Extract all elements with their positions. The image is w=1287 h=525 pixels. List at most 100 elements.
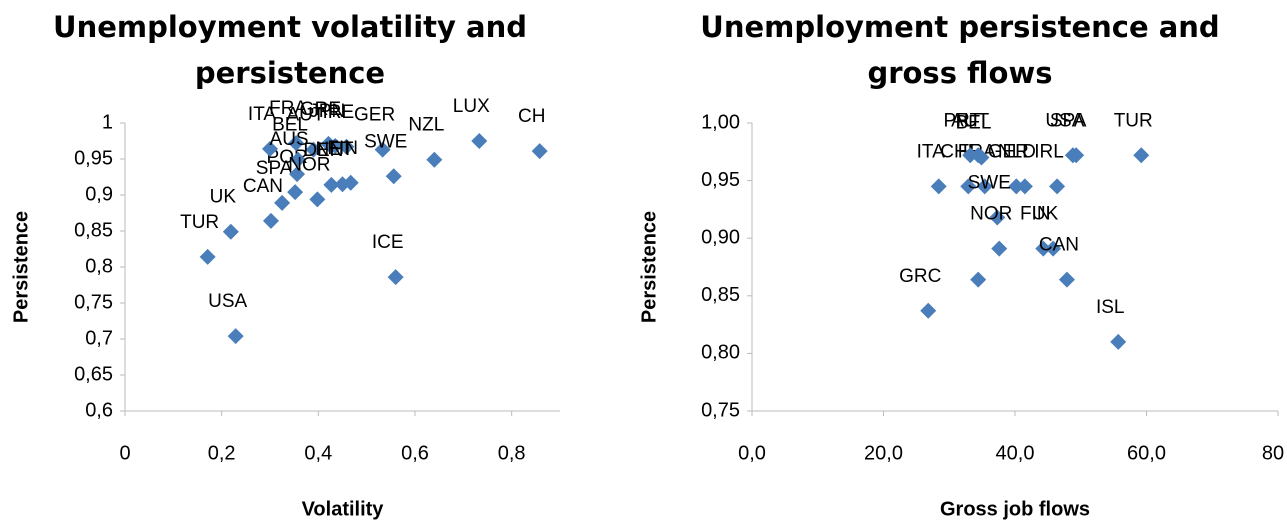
point-label: IRL bbox=[1034, 141, 1064, 162]
point-label: JPN bbox=[309, 101, 345, 122]
y-tick-label: 0,95 bbox=[74, 147, 113, 169]
y-tick-label: 0,75 bbox=[701, 399, 740, 421]
point bbox=[960, 178, 977, 195]
point bbox=[973, 149, 990, 166]
y-tick-label: 0,65 bbox=[74, 363, 113, 385]
point bbox=[327, 138, 344, 155]
point-label: IRE bbox=[323, 102, 355, 123]
y-axis-label: Persistence bbox=[10, 211, 32, 323]
point bbox=[290, 151, 307, 168]
x-axis-label: Volatility bbox=[302, 498, 385, 520]
point bbox=[1035, 240, 1052, 257]
point-label: UK bbox=[210, 187, 237, 208]
point bbox=[222, 223, 239, 240]
point bbox=[426, 151, 443, 168]
point bbox=[338, 138, 355, 155]
y-tick-label: 0,90 bbox=[701, 226, 740, 248]
point-label: LUX bbox=[453, 96, 490, 117]
x-tick-label: 60,0 bbox=[1127, 442, 1166, 464]
point bbox=[262, 140, 278, 157]
point-label: FIN bbox=[1020, 204, 1051, 225]
y-tick-label: 0,95 bbox=[701, 169, 740, 191]
x-tick-label: 0 bbox=[119, 442, 130, 464]
y-tick-label: 0,75 bbox=[74, 291, 113, 313]
y-tick-label: 0,8 bbox=[85, 255, 113, 277]
point bbox=[262, 212, 279, 229]
point bbox=[374, 141, 391, 158]
point bbox=[920, 302, 937, 319]
point-label: ITA bbox=[917, 141, 945, 162]
point bbox=[1049, 178, 1066, 195]
point bbox=[385, 168, 402, 185]
point bbox=[1068, 147, 1085, 164]
x-tick-label: 0,6 bbox=[401, 442, 429, 464]
point-label: UK bbox=[1032, 204, 1059, 225]
point bbox=[989, 209, 1006, 226]
point-label: CH bbox=[518, 106, 545, 127]
chart-title: Unemployment persistence and gross flows bbox=[700, 10, 1220, 90]
point bbox=[288, 135, 305, 152]
point bbox=[227, 328, 244, 345]
point bbox=[274, 194, 291, 211]
point bbox=[387, 269, 404, 286]
point-label: ICE bbox=[372, 232, 404, 253]
y-tick-label: 0,80 bbox=[701, 342, 740, 364]
y-tick-label: 0,85 bbox=[74, 219, 113, 241]
x-tick-label: 20,0 bbox=[864, 442, 903, 464]
x-axis-label: Gross job flows bbox=[940, 498, 1090, 520]
x-tick-label: 80 bbox=[1262, 442, 1284, 464]
x-tick-label: 0,0 bbox=[738, 442, 766, 464]
point-label: NOR bbox=[288, 154, 330, 175]
point-label: USA bbox=[208, 291, 247, 312]
y-axis-label: Persistence bbox=[638, 211, 660, 323]
point-label: BEL bbox=[272, 115, 308, 136]
point-label: TUR bbox=[180, 212, 219, 233]
point-label: AUT bbox=[951, 110, 989, 131]
point-label: GRC bbox=[899, 266, 941, 287]
y-tick-label: 0,85 bbox=[701, 284, 740, 306]
point-label: SWE bbox=[968, 172, 1011, 193]
y-tick-label: 1,00 bbox=[701, 111, 740, 133]
x-tick-label: 0,4 bbox=[304, 442, 332, 464]
point-label: AUT bbox=[287, 105, 325, 126]
point-label: ITA bbox=[248, 104, 276, 125]
x-tick-label: 0,8 bbox=[498, 442, 526, 464]
point-label: CAN bbox=[243, 176, 283, 197]
point bbox=[1133, 147, 1150, 164]
point bbox=[991, 240, 1008, 257]
point-label: CAN bbox=[1039, 235, 1079, 256]
x-tick-label: 40,0 bbox=[996, 442, 1035, 464]
point-label: AUS bbox=[270, 129, 309, 150]
point-label: NZL bbox=[408, 115, 444, 136]
point-label: DEN bbox=[303, 140, 343, 161]
x-tick-label: 0,2 bbox=[208, 442, 236, 464]
point-label: PRT bbox=[943, 110, 981, 131]
point-label: NET bbox=[316, 139, 354, 160]
y-tick-label: 0,7 bbox=[85, 327, 113, 349]
y-tick-label: 1 bbox=[102, 111, 113, 133]
point bbox=[199, 248, 216, 265]
point bbox=[976, 178, 993, 195]
point-label: NLD bbox=[998, 141, 1036, 162]
point-label: NOR bbox=[970, 204, 1012, 225]
y-tick-label: 0,6 bbox=[85, 399, 113, 421]
point bbox=[1110, 333, 1127, 350]
point-label: TUR bbox=[1114, 110, 1153, 131]
point bbox=[305, 141, 322, 158]
point bbox=[342, 174, 359, 191]
point bbox=[970, 271, 987, 288]
point-label: FIN bbox=[327, 138, 358, 159]
point-label: FRA bbox=[269, 98, 307, 119]
y-tick-label: 0,9 bbox=[85, 183, 113, 205]
point bbox=[289, 166, 306, 183]
point bbox=[287, 184, 304, 201]
point bbox=[1045, 240, 1062, 257]
point-label: SWE bbox=[364, 131, 407, 152]
point bbox=[323, 176, 340, 193]
point bbox=[1058, 271, 1075, 288]
point bbox=[930, 178, 947, 195]
point bbox=[1008, 178, 1025, 195]
point bbox=[1016, 178, 1033, 195]
chart-title: Unemployment volatility and persistence bbox=[53, 10, 527, 90]
